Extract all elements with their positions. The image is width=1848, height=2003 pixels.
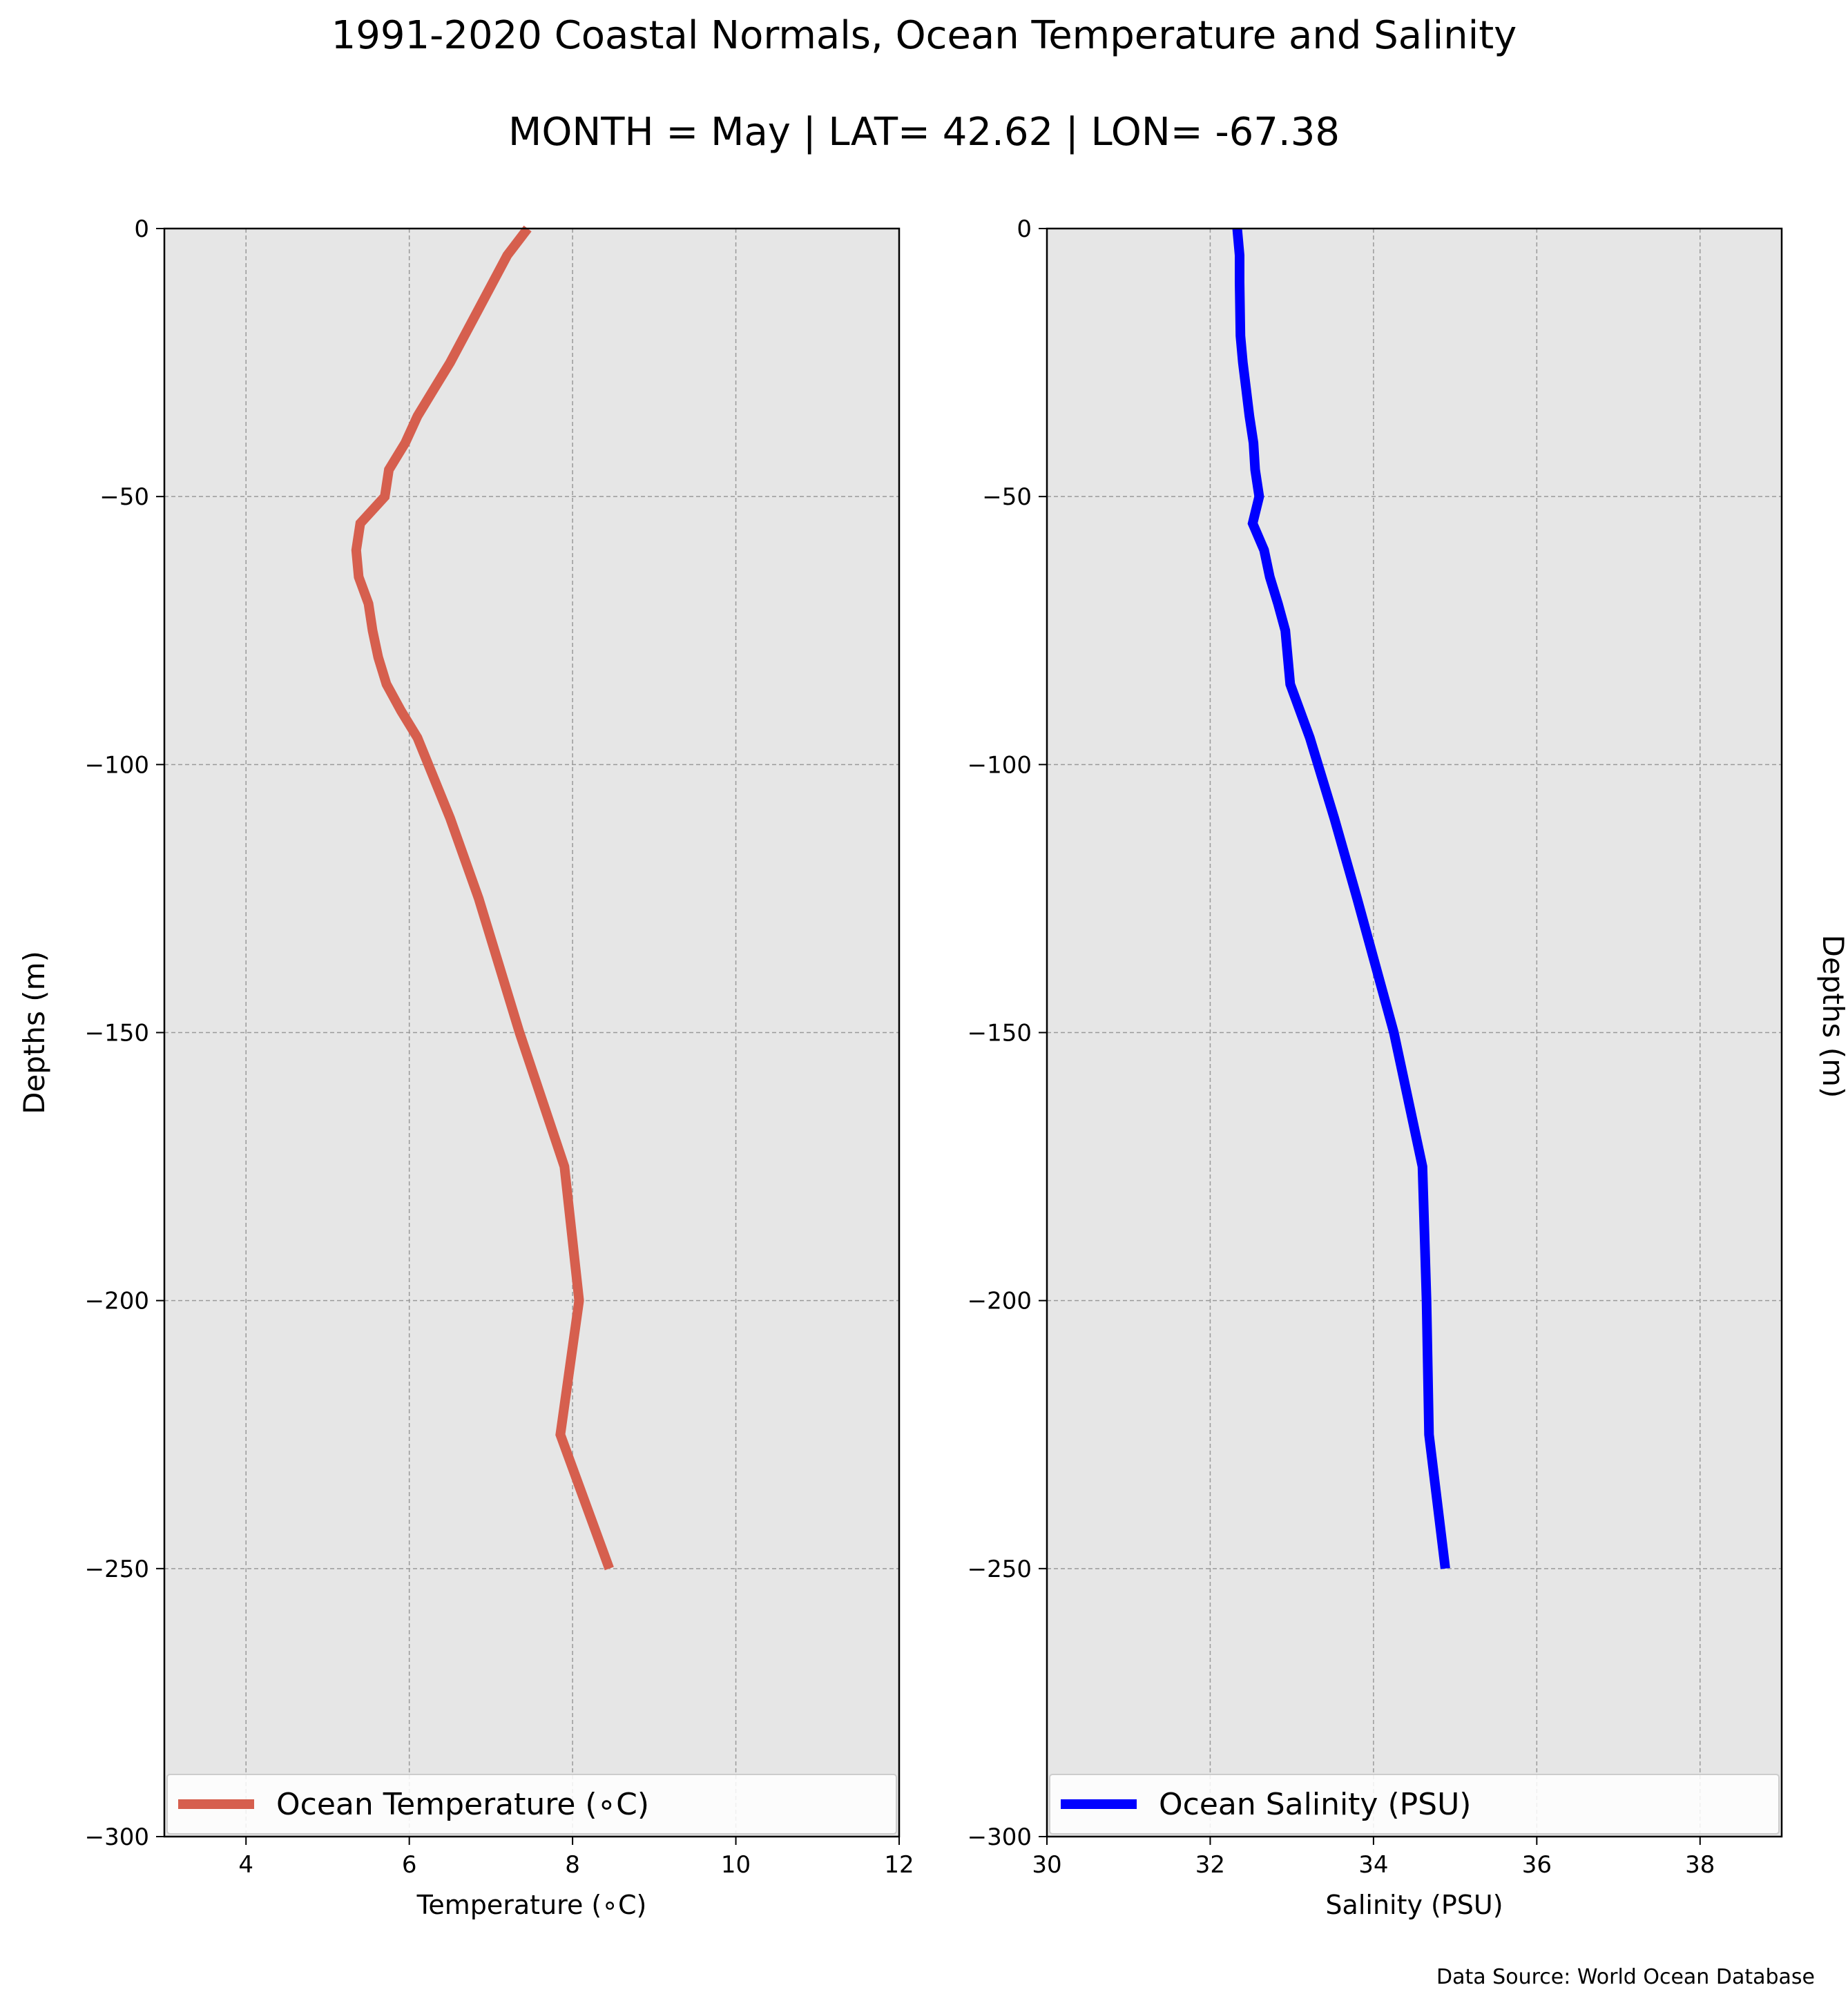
data-point <box>1426 1300 1427 1301</box>
y-tick-label: −150 <box>85 1020 149 1047</box>
y-tick-label: 0 <box>1017 215 1032 243</box>
data-point <box>1259 496 1260 497</box>
right-ylabel: Depths (m) <box>1816 935 1848 1099</box>
y-tick-label: −250 <box>85 1556 149 1583</box>
temperature-panel: Ocean Temperature (∘C) 4 6 8 10 12 0 −50 −100 −15… <box>17 215 914 1920</box>
data-point <box>1429 1434 1430 1435</box>
y-tick-label: −50 <box>99 483 149 511</box>
data-source-note: Data Source: World Ocean Database <box>1436 1965 1815 1989</box>
y-tick-label: −100 <box>85 751 149 779</box>
legend-label: Ocean Salinity (PSU) <box>1159 1787 1471 1822</box>
data-point <box>564 1166 565 1167</box>
x-tick-label: 8 <box>565 1851 580 1879</box>
x-tick-label: 34 <box>1358 1851 1388 1879</box>
y-tick-label: −300 <box>85 1823 149 1851</box>
y-tick-label: −250 <box>968 1556 1032 1583</box>
data-point <box>1285 630 1286 631</box>
data-point <box>417 737 418 738</box>
data-point <box>519 1032 520 1033</box>
chart-subtitle: MONTH = May | LAT= 42.62 | LON= -67.38 <box>508 110 1340 155</box>
x-tick-label: 36 <box>1522 1851 1552 1879</box>
y-tick-label: −200 <box>968 1288 1032 1315</box>
data-point <box>1357 898 1358 899</box>
x-tick-label: 38 <box>1685 1851 1715 1879</box>
salinity-panel: Ocean Salinity (PSU) 30 32 34 36 38 0 −50 −100 −1… <box>968 215 1783 1920</box>
data-point <box>560 1434 561 1435</box>
legend-box <box>1049 1774 1780 1835</box>
y-tick-label: −200 <box>85 1288 149 1315</box>
legend-label: Ocean Temperature (∘C) <box>276 1787 649 1822</box>
y-tick-label: −50 <box>982 483 1032 511</box>
data-point <box>1309 737 1310 738</box>
data-point <box>372 630 373 631</box>
x-tick-label: 10 <box>721 1851 751 1879</box>
data-point <box>1334 818 1335 819</box>
data-point <box>1242 362 1243 363</box>
legend: Ocean Temperature (∘C) <box>166 1774 897 1835</box>
series-line <box>1232 228 1450 1569</box>
x-axis-label: Salinity (PSU) <box>1325 1890 1503 1920</box>
data-point <box>368 603 369 604</box>
series-line <box>351 225 614 1571</box>
y-tick-label: −150 <box>968 1020 1032 1047</box>
x-tick-label: 12 <box>884 1851 914 1879</box>
x-axis-label: Temperature (∘C) <box>416 1890 647 1920</box>
data-point <box>1422 1166 1423 1167</box>
x-tick-label: 30 <box>1032 1851 1061 1879</box>
y-tick-label: 0 <box>134 215 149 243</box>
y-tick-label: −100 <box>968 751 1032 779</box>
legend: Ocean Salinity (PSU) <box>1049 1774 1780 1835</box>
legend-box <box>166 1774 897 1835</box>
x-tick-label: 32 <box>1195 1851 1225 1879</box>
data-point <box>1252 523 1253 524</box>
data-point <box>609 1568 610 1569</box>
x-tick-label: 4 <box>238 1851 253 1879</box>
y-axis-label: Depths (m) <box>17 951 51 1114</box>
x-tick-label: 6 <box>402 1851 417 1879</box>
y-tick-label: −300 <box>968 1823 1032 1851</box>
chart-title: 1991-2020 Coastal Normals, Ocean Tempera… <box>331 13 1517 58</box>
